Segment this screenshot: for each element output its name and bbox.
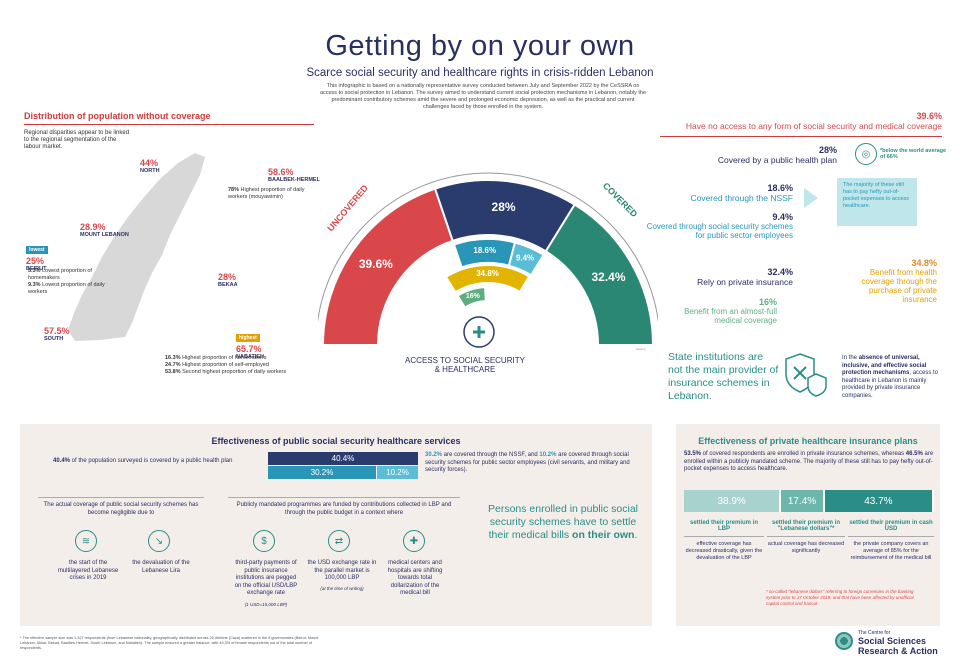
page-title: Getting by on your own: [325, 30, 635, 62]
gauge-label-0: 39.6%: [359, 257, 393, 271]
map-divider: [24, 124, 314, 125]
exchange-icon: ⇄: [328, 530, 350, 552]
region-baalbek-hermel: 58.6% BAALBEK-HERMEL: [268, 167, 320, 183]
private-section-panel: [676, 424, 940, 626]
region-mount-lebanon: 28.9% MOUNT LEBANON: [80, 222, 129, 238]
hospital-icon: ✚: [403, 530, 425, 552]
region-north: 44% NORTH: [140, 158, 160, 174]
state-institutions-text: State institutions are not the main prov…: [668, 351, 779, 402]
col2-note-1: (1 USD=15,000 LBP): [244, 602, 288, 607]
uncovered-block: 39.6% Have no access to any form of soci…: [685, 111, 942, 131]
col2-note-2: (at the time of writing): [320, 586, 364, 591]
lebanon-map: [68, 153, 205, 341]
globe-icon: ◎: [855, 143, 877, 165]
absence-text: In the absence of universal, inclusive, …: [842, 355, 939, 399]
gauge-outline: [318, 172, 658, 323]
public-desc: 30.2% are covered through the NSSF, and …: [425, 452, 630, 473]
col2-title: Publicly mandated programmes are funded …: [236, 502, 452, 516]
almost-full-block: 16% Benefit from an almost-full medical …: [684, 297, 777, 325]
gauge-inner-label-1: 9.4%: [516, 254, 534, 263]
private-col-lebanese-dollars: settled their premium in "Lebanese dolla…: [767, 520, 845, 554]
gauge-label-2: 32.4%: [591, 270, 625, 284]
world-average-note: *below the world average of 66%: [880, 148, 947, 160]
persons-enrolled-text: Persons enrolled in public social securi…: [488, 503, 638, 541]
gauge-inner-label-0: 18.6%: [473, 246, 496, 255]
gauge-private: [444, 264, 531, 294]
footer-note: * The effective sample size was 1,327 re…: [20, 636, 319, 650]
private-bar-segment-1: 17.4%: [781, 490, 825, 512]
baalbek-note: 78% Highest proportion of daily workers …: [228, 187, 305, 200]
arrow-icon: [804, 188, 818, 208]
region-beirut: lowest 25% BEIRUT: [26, 246, 48, 272]
gauge-inner-1: [507, 241, 546, 277]
shield-cross-icon: [463, 316, 495, 348]
gauge-center-label: ACCESS TO SOCIAL SECURITY & HEALTHCARE: [405, 356, 525, 374]
payment-icon: $: [253, 530, 275, 552]
coverage-gauge: 39.6%28%32.4%18.6%9.4%34.8%16%UNCOVERED C…: [318, 172, 658, 351]
insurance-shield-icon: [785, 353, 827, 397]
private-col-cash-usd: settled their premium in cash USD the pr…: [848, 520, 934, 561]
org-line-3: Research & Action: [858, 646, 938, 656]
col1-item-1: the start of the multilayered Lebanese c…: [57, 560, 119, 581]
layers-icon: ≋: [75, 530, 97, 552]
public-bar-nssf: 30.2%: [268, 466, 376, 479]
public-plan-block: 28% Covered by a public health plan: [717, 145, 837, 165]
col1-item-2: the devaluation of the Lebanese Lira: [132, 560, 190, 574]
right-divider: [660, 136, 942, 137]
region-south: 57.5% SOUTH: [44, 326, 70, 342]
private-section-title: Effectiveness of private healthcare insu…: [698, 436, 918, 446]
nssf-block: 18.6% Covered through the NSSF: [690, 183, 793, 203]
col2-divider: [228, 497, 460, 498]
col2-item-1: third-party payments of public insurance…: [234, 560, 298, 596]
gauge-almost-full: [456, 286, 487, 309]
region-bekaa: 28% BEKAA: [218, 272, 238, 288]
private-desc: 53.5% of covered respondents are enrolle…: [684, 451, 934, 472]
private-bar-segment-0: 38.9%: [684, 490, 782, 512]
gauge-source: Source: [636, 347, 646, 351]
public-bar-total: 40.4%: [268, 452, 418, 465]
devaluation-icon: ↘: [148, 530, 170, 552]
gauge-covered-label: COVERED: [601, 181, 640, 220]
majority-note: The majority of these still has to pay h…: [837, 178, 917, 226]
benefit-block: 34.8% Benefit from health coverage throu…: [861, 258, 937, 304]
region-nabatieh: highest 65.7% NABATIEH: [236, 334, 265, 360]
gauge-segment-2: [544, 203, 655, 346]
sector-block: 9.4% Covered through social security sch…: [646, 212, 793, 240]
private-stacked-bar: 38.9% 17.4% 43.7%: [684, 490, 934, 512]
col1-divider: [38, 497, 204, 498]
public-lead-text: 40.4% of the population surveyed is cove…: [53, 458, 233, 464]
gauge-private-label: 34.8%: [476, 269, 499, 278]
col2-item-2: the USD exchange rate in the parallel ma…: [307, 560, 377, 581]
beirut-notes: 5.3% Lowest proportion of homemakers 9.3…: [28, 268, 105, 295]
org-logo-icon: [835, 632, 853, 650]
org-line-2: Social Sciences: [858, 636, 927, 646]
public-bar-sector: 10.2%: [377, 466, 418, 479]
col1-title: The actual coverage of public social sec…: [43, 502, 199, 516]
private-bar-segment-2: 43.7%: [824, 490, 934, 512]
gauge-label-1: 28%: [492, 200, 516, 214]
col2-item-3: medical centers and hospitals are shifti…: [387, 560, 443, 596]
gauge-almost-full-label: 16%: [466, 293, 481, 300]
private-insurance-block: 32.4% Rely on private insurance: [697, 267, 793, 287]
nabatieh-notes: 16.3% Highest proportion of homemakers 2…: [165, 355, 287, 375]
map-section-title: Distribution of population without cover…: [24, 111, 211, 121]
page-subtitle: Scarce social security and healthcare ri…: [306, 67, 654, 79]
private-col-lbp: settled their premium in LBP effective c…: [684, 520, 764, 561]
private-footnote: * so-called "lebanese dollars" referring…: [766, 589, 914, 606]
org-line-1: The Centre for: [858, 630, 891, 636]
map-description: Regional disparities appear to be linked…: [24, 130, 130, 150]
intro-text: This infographic is based on a nationall…: [319, 83, 647, 110]
public-section-title: Effectiveness of public social security …: [211, 436, 461, 446]
